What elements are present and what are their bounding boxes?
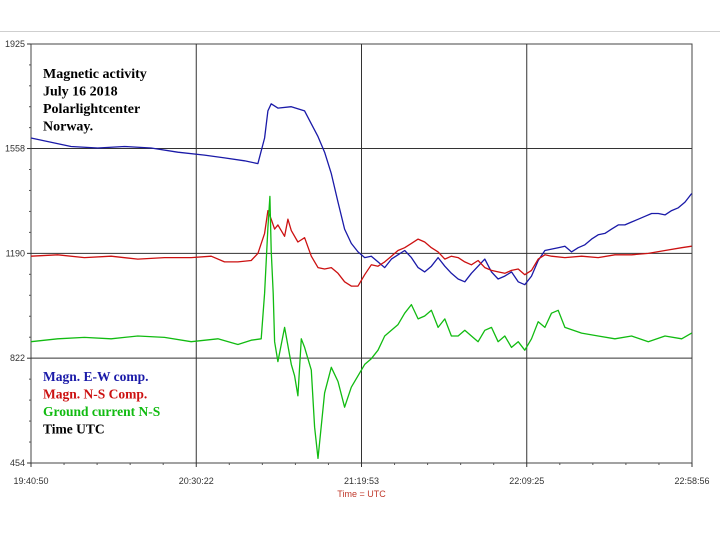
text-layer: 454 822 1190 1558 1925 19:40:50 20:30:22 21:19:… xyxy=(5,39,710,499)
x-tick-label: 19:40:50 xyxy=(13,476,48,486)
legend-entry: Ground current N-S xyxy=(43,404,160,419)
legend-entry: Magn. N-S Comp. xyxy=(43,387,147,402)
y-tick-label: 1190 xyxy=(6,248,25,258)
title-line: Magnetic activity xyxy=(43,67,147,82)
x-tick-label: 22:58:56 xyxy=(674,476,709,486)
y-tick-label: 1558 xyxy=(5,144,25,154)
series-line-ground-current-n-s xyxy=(30,195,693,460)
top-separator xyxy=(0,31,720,32)
legend-entry: Magn. E-W comp. xyxy=(43,369,149,384)
y-tick-label: 454 xyxy=(10,458,25,468)
series-layer xyxy=(30,103,693,460)
y-tick-label: 1925 xyxy=(5,39,25,49)
series-line-magn-n-s-comp xyxy=(30,209,692,287)
axes-layer xyxy=(27,43,693,467)
y-tick-label: 822 xyxy=(10,353,25,363)
x-tick-label: 21:19:53 xyxy=(344,476,379,486)
title-line: Norway. xyxy=(43,120,93,135)
x-axis-label: Time = UTC xyxy=(337,489,386,499)
x-tick-label: 22:09:25 xyxy=(509,476,544,486)
title-line: Polarlightcenter xyxy=(43,102,140,117)
series-line-magn-e-w-comp xyxy=(30,103,693,286)
x-tick-label: 20:30:22 xyxy=(179,476,214,486)
title-line: July 16 2018 xyxy=(43,85,118,100)
legend-entry: Time UTC xyxy=(43,422,105,437)
